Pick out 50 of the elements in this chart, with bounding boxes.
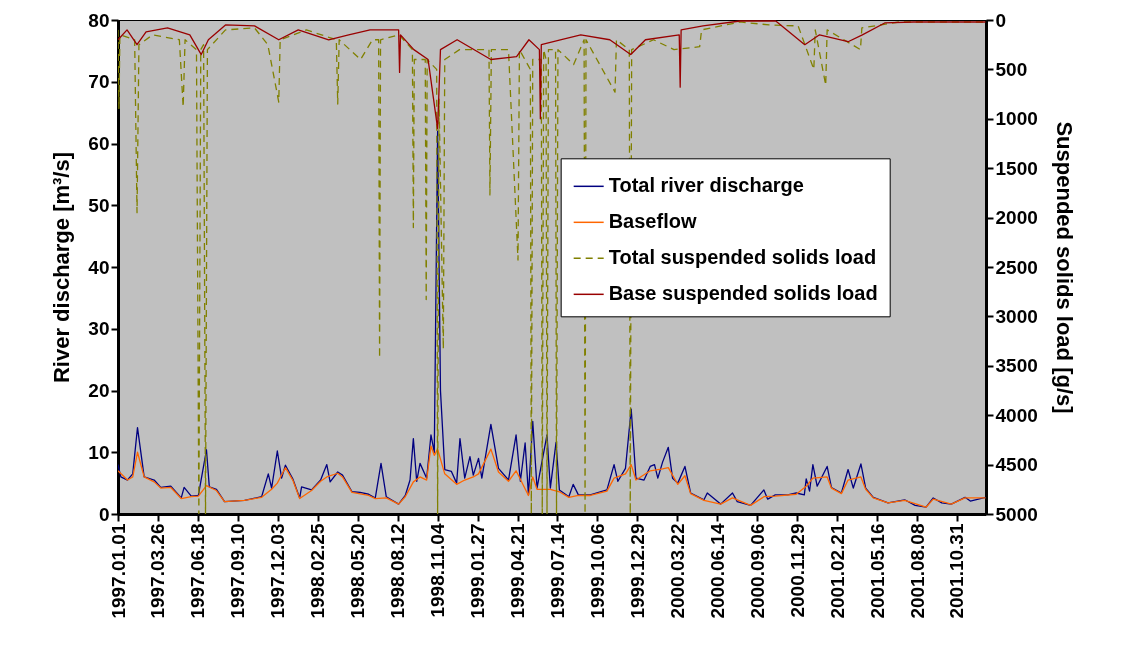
y2-tick-label: 4000: [995, 404, 1038, 426]
x-tick-label: 2000.06.14: [706, 523, 728, 619]
y-tick-label: 50: [88, 194, 110, 216]
y2-tick-label: 1500: [995, 157, 1038, 179]
x-tick-label: 1998.11.04: [427, 523, 449, 618]
y2-tick-label: 5000: [995, 503, 1038, 525]
x-tick-label: 2001.05.16: [866, 523, 888, 619]
x-tick-label: 2001.08.08: [906, 523, 928, 619]
legend-label: Baseflow: [608, 210, 697, 233]
x-tick-label: 1999.07.14: [546, 523, 568, 619]
legend-label: Base suspended solids load: [608, 282, 878, 305]
x-tick-label: 1999.04.21: [507, 523, 529, 619]
y2-tick-label: 2500: [995, 256, 1038, 278]
y-tick-label: 40: [88, 256, 110, 278]
x-tick-label: 2000.09.06: [746, 523, 768, 619]
y-tick-label: 70: [88, 71, 110, 93]
x-tick-label: 1998.08.12: [387, 523, 409, 619]
legend-label: Total river discharge: [608, 174, 804, 197]
y-tick-label: 10: [88, 441, 110, 463]
x-tick-label: 2000.11.29: [786, 523, 808, 618]
y-axis-title: River discharge [m³/s]: [49, 151, 75, 384]
x-tick-label: 2000.03.22: [666, 523, 688, 619]
x-tick-label: 1997.12.03: [267, 523, 289, 619]
y2-tick-label: 2000: [995, 207, 1038, 229]
x-tick-label: 1999.12.29: [626, 523, 648, 619]
y-tick-label: 20: [88, 380, 110, 401]
x-tick-label: 1997.03.26: [147, 523, 169, 619]
y-tick-label: 0: [98, 503, 110, 525]
y-tick-label: 30: [88, 318, 110, 340]
x-tick-label: 1997.09.10: [227, 523, 249, 619]
y2-tick-label: 500: [995, 58, 1028, 80]
x-tick-label: 2001.02.21: [826, 523, 848, 619]
line-series: [118, 445, 986, 508]
x-tick-label: 1997.01.01: [107, 523, 129, 619]
line-series: [118, 20, 986, 130]
y2-tick-label: 3000: [995, 305, 1038, 327]
x-tick-label: 1999.10.06: [586, 523, 608, 619]
y2-tick-label: 3500: [995, 355, 1038, 377]
y-tick-label: 60: [88, 133, 110, 154]
x-tick-label: 1998.05.20: [347, 523, 369, 619]
x-tick-label: 1997.06.18: [187, 523, 209, 619]
y2-tick-label: 1000: [995, 108, 1038, 130]
x-tick-label: 2001.10.31: [946, 523, 968, 619]
y2-axis-title: Suspended solids load [g/s]: [1051, 121, 1077, 414]
y2-tick-label: 0: [995, 9, 1007, 31]
y2-tick-label: 4500: [995, 454, 1038, 476]
x-tick-label: 1998.02.25: [307, 523, 329, 619]
x-tick-label: 1999.01.27: [467, 523, 489, 619]
y-tick-label: 80: [88, 9, 110, 31]
legend-label: Total suspended solids load: [608, 246, 877, 269]
